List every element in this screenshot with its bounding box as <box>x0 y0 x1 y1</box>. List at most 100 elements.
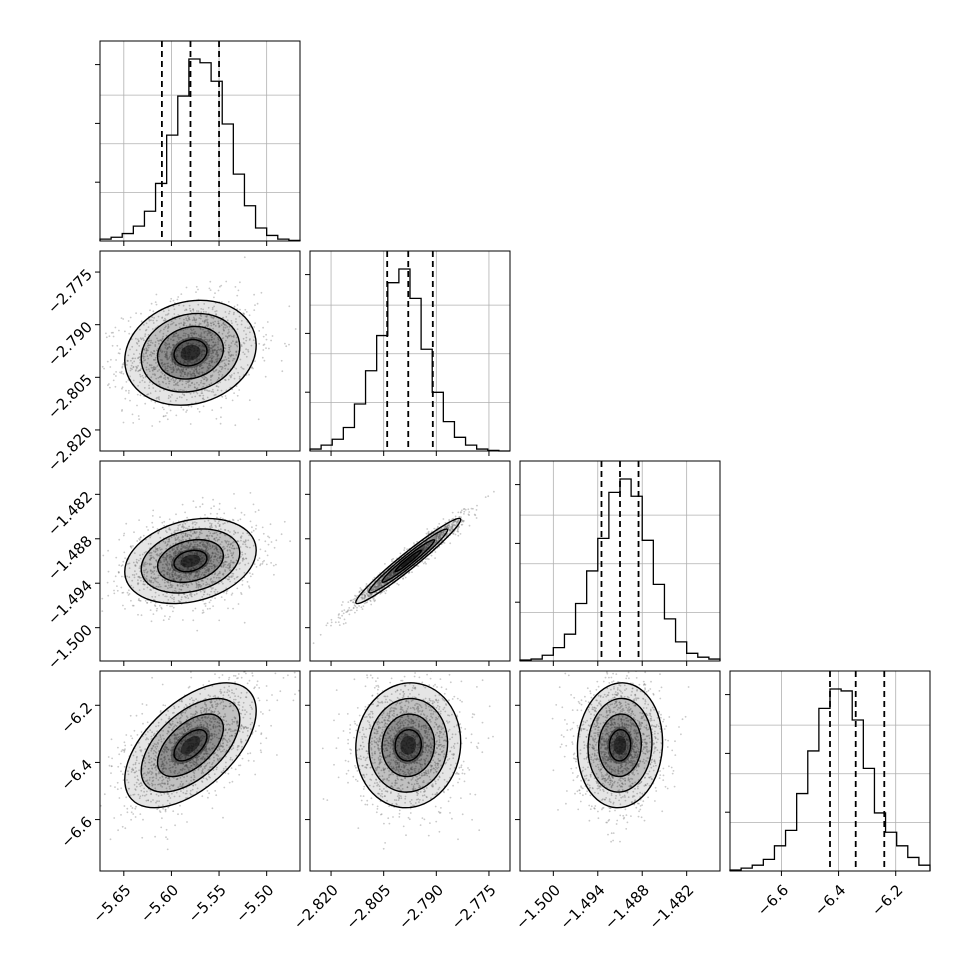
x-tick-label: −6.6 <box>754 881 792 919</box>
density-contour <box>381 713 436 778</box>
density-shade <box>180 554 201 568</box>
density-contour <box>140 312 241 393</box>
density-contour <box>587 697 653 793</box>
y-tick-label: −6.6 <box>58 813 96 851</box>
panel-content <box>100 492 291 632</box>
scatter-panel-1-4 <box>99 670 301 872</box>
panel-content <box>100 671 300 851</box>
ticks-2-2 <box>305 274 490 456</box>
scatter-panel-2-4 <box>309 670 511 872</box>
x-tick-label: −1.482 <box>645 881 697 933</box>
panel-frame <box>309 250 511 452</box>
density-contour <box>394 728 423 762</box>
y-tick-label: −6.4 <box>58 756 96 794</box>
panel-content <box>321 671 494 850</box>
density-contour <box>394 549 423 573</box>
y-tick-label: −2.775 <box>44 265 96 317</box>
x-tick-label: −5.65 <box>89 881 134 926</box>
x-tick-label: −1.500 <box>512 881 564 933</box>
y-tick-label: −2.790 <box>44 318 96 370</box>
histogram-step-line <box>729 688 931 871</box>
density-contour <box>355 682 462 809</box>
density-contour <box>173 549 208 573</box>
histogram-panel-4 <box>729 670 931 872</box>
x-tick-label: −6.4 <box>811 881 849 919</box>
ticks-2-4 <box>305 704 490 876</box>
density-contour <box>381 539 436 583</box>
panel-frame <box>99 460 301 662</box>
density-contour <box>598 713 642 778</box>
x-tick-label: −6.2 <box>868 881 906 919</box>
density-contour <box>140 528 241 594</box>
ticks-1-2 <box>95 271 268 456</box>
density-shade <box>180 344 201 361</box>
y-tick-label: −1.500 <box>44 621 96 673</box>
density-contour <box>173 728 208 762</box>
panel-background <box>520 671 720 871</box>
density-contour <box>355 517 462 605</box>
y-tick-label: −1.494 <box>44 577 96 629</box>
panel-frame <box>99 40 301 242</box>
ticks-3-3 <box>515 484 688 666</box>
density-shade <box>400 735 417 755</box>
ticks-1-4 <box>95 704 268 876</box>
density-shade <box>613 735 627 755</box>
scatter-panel-1-2 <box>99 250 301 452</box>
x-tick-label: −2.775 <box>448 881 500 933</box>
y-tick-label: −2.805 <box>44 371 96 423</box>
panel-content <box>312 490 495 645</box>
density-shade <box>180 735 201 755</box>
density-contour <box>156 325 225 380</box>
panel-content <box>551 671 690 843</box>
density-contour <box>124 517 257 605</box>
x-tick-label: −2.790 <box>395 881 447 933</box>
x-tick-label: −2.820 <box>290 881 342 933</box>
panel-frame <box>309 460 511 662</box>
y-tick-label: −1.488 <box>44 532 96 584</box>
ticks-1-1 <box>95 64 268 246</box>
histogram-panel-2 <box>309 250 511 452</box>
scatter-panel-3-4 <box>519 670 721 872</box>
x-tick-label: −5.50 <box>232 881 277 926</box>
ticks-3-4 <box>515 704 688 876</box>
scatter-panel-2-3 <box>309 460 511 662</box>
panel-content <box>100 256 297 427</box>
y-tick-label: −1.482 <box>44 488 96 540</box>
histogram-panel-3 <box>519 460 721 662</box>
panel-frame <box>729 670 931 872</box>
panel-frame <box>309 670 511 872</box>
scatter-panel-1-3 <box>99 460 301 662</box>
density-contour <box>156 539 225 583</box>
x-tick-label: −1.494 <box>557 881 609 933</box>
panel-background <box>310 671 510 871</box>
density-contour <box>608 728 632 762</box>
panel-background <box>100 41 300 241</box>
ticks-2-3 <box>305 493 490 666</box>
y-tick-label: −6.2 <box>58 699 96 737</box>
density-contour <box>173 338 208 367</box>
density-contour <box>368 528 449 594</box>
ticks-1-3 <box>95 493 268 666</box>
panel-frame <box>519 460 721 662</box>
panel-frame <box>99 670 301 872</box>
panel-background <box>100 671 300 871</box>
ticks-4-4 <box>725 694 897 876</box>
x-tick-label: −5.55 <box>185 881 230 926</box>
histogram-step-line <box>99 58 301 242</box>
panel-frame <box>99 250 301 452</box>
density-contour <box>156 713 225 778</box>
x-tick-label: −5.60 <box>137 881 182 926</box>
scatter-points <box>100 671 300 851</box>
density-contour <box>368 697 449 793</box>
x-tick-label: −1.488 <box>601 881 653 933</box>
panel-frame <box>519 670 721 872</box>
corner-panels: −5.65 −5.60 −5.55 −5.50 −2.820 −2.805 −2.790 −2… <box>44 40 931 933</box>
y-tick-label: −2.820 <box>44 423 96 475</box>
histogram-panel-1 <box>99 40 301 242</box>
histogram-step-line <box>309 268 510 452</box>
density-contour <box>576 682 664 809</box>
density-shade <box>400 554 417 568</box>
density-contour <box>140 697 241 793</box>
density-contour <box>124 682 257 809</box>
